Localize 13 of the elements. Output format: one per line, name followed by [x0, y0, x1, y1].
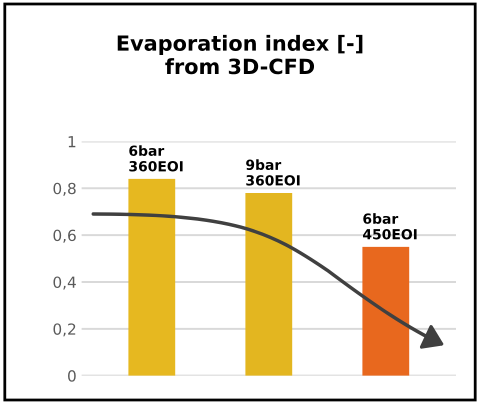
- x-tick-label: 6bar 450EOI: [363, 213, 417, 240]
- bar: [362, 246, 410, 376]
- x-tick-label: 9bar 360EOI: [246, 159, 300, 186]
- bar: [128, 178, 176, 376]
- bar: [245, 192, 292, 376]
- y-tick-label: 0,2: [53, 323, 76, 336]
- y-tick-label: 0,8: [53, 182, 76, 196]
- x-tick-label: 6bar 360EOI: [129, 145, 183, 172]
- y-tick-label: 0,4: [53, 276, 76, 290]
- chart-title: Evaporation index [-] from 3D-CFD: [118, 34, 362, 74]
- y-tick-label: 0,6: [53, 230, 76, 243]
- y-tick-label: 0: [68, 370, 76, 382]
- y-tick-label: 1: [68, 136, 76, 148]
